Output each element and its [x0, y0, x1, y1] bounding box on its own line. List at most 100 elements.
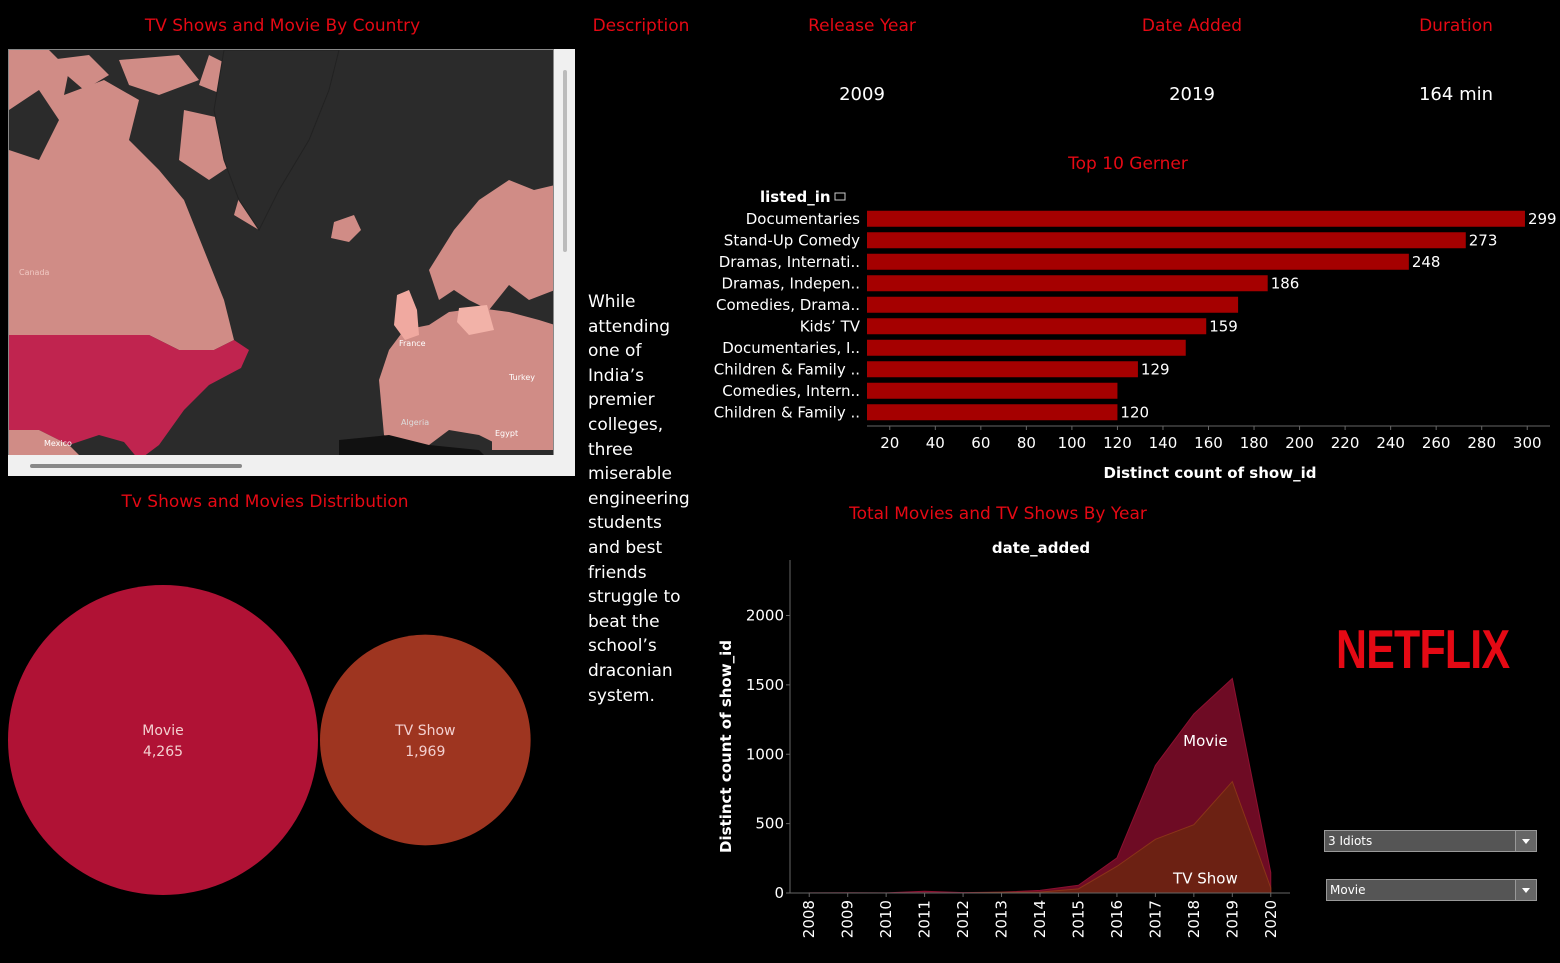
- bubble-movie: [8, 585, 318, 895]
- genre-bar: [867, 318, 1207, 335]
- year-x-tick-label: 2019: [1223, 900, 1241, 938]
- genre-bar: [867, 210, 1525, 227]
- genre-x-tick-label: 280: [1467, 434, 1496, 452]
- title-filter-value: 3 Idiots: [1328, 834, 1373, 848]
- genre-value-label: 120: [1120, 403, 1149, 421]
- title-filter-dropdown[interactable]: 3 Idiots: [1324, 830, 1537, 852]
- genre-axis-title: listed_in: [760, 188, 831, 206]
- genre-value-label: 248: [1412, 253, 1441, 271]
- genre-label: Kids’ TV: [800, 317, 861, 335]
- genre-label: Children & Family ..: [714, 403, 860, 421]
- genre-x-tick-label: 60: [971, 434, 990, 452]
- bubble-label: Movie: [142, 723, 183, 739]
- map-scrollbar-bottom[interactable]: [8, 455, 554, 476]
- map-greenland: [213, 50, 340, 231]
- map-scrollbar-right[interactable]: [554, 49, 575, 476]
- map-uk: [394, 290, 419, 340]
- map-iceland: [331, 215, 361, 242]
- description-text: While attending one of India’s premier c…: [588, 292, 690, 706]
- bubble-value: 4,265: [143, 744, 183, 760]
- year-y-axis-title: Distinct count of show_id: [717, 640, 735, 853]
- year-x-tick-label: 2011: [916, 900, 934, 938]
- map-poland: [457, 305, 494, 335]
- genre-label: Dramas, Internati..: [719, 253, 860, 271]
- genre-label: Comedies, Intern..: [722, 382, 860, 400]
- year-x-axis-title: date_added: [992, 539, 1090, 557]
- year-y-tick-label: 2000: [746, 607, 784, 625]
- genre-bar: [867, 296, 1239, 313]
- genre-bar: [867, 339, 1186, 356]
- genre-chart-title: Top 10 Gerner: [1068, 154, 1188, 174]
- genre-value-label: 186: [1271, 274, 1300, 292]
- svg-text:Canada: Canada: [19, 268, 50, 277]
- chevron-down-icon[interactable]: [1515, 831, 1536, 851]
- type-filter-dropdown[interactable]: Movie: [1326, 879, 1537, 901]
- date-added-value: 2019: [1169, 84, 1215, 105]
- genre-bar: [867, 253, 1409, 270]
- type-filter-value: Movie: [1330, 883, 1366, 897]
- chevron-down-icon[interactable]: [1515, 880, 1536, 900]
- year-x-tick-label: 2012: [954, 900, 972, 938]
- genre-value-label: 129: [1141, 360, 1170, 378]
- distribution-title: Tv Shows and Movies Distribution: [121, 492, 409, 512]
- year-x-tick-label: 2009: [839, 900, 857, 938]
- map-scandinavia: [429, 180, 553, 310]
- release-year-title: Release Year: [808, 16, 916, 36]
- genre-x-tick-label: 220: [1331, 434, 1360, 452]
- genre-bar: [867, 361, 1138, 378]
- year-y-tick-label: 0: [774, 884, 784, 902]
- genre-x-tick-label: 180: [1240, 434, 1269, 452]
- year-chart-title: Total Movies and TV Shows By Year: [849, 504, 1147, 524]
- map-scroll-thumb-horizontal[interactable]: [30, 464, 242, 468]
- duration-value: 164 min: [1418, 84, 1494, 105]
- genre-bar: [867, 404, 1118, 421]
- genre-label: Comedies, Drama..: [716, 296, 860, 314]
- bubble-tv-show: [320, 634, 531, 846]
- svg-text:Egypt: Egypt: [495, 429, 518, 438]
- genre-x-tick-label: 120: [1103, 434, 1132, 452]
- genre-label: Documentaries, I..: [722, 339, 860, 357]
- genre-value-label: 299: [1528, 210, 1557, 228]
- genre-label: Stand-Up Comedy: [724, 231, 860, 249]
- genre-x-tick-label: 20: [880, 434, 899, 452]
- bubble-value: 1,969: [405, 744, 445, 760]
- year-x-tick-label: 2013: [993, 900, 1011, 938]
- year-x-tick-label: 2010: [877, 900, 895, 938]
- year-x-tick-label: 2017: [1146, 900, 1164, 938]
- duration-title: Duration: [1419, 16, 1493, 36]
- map-title: TV Shows and Movie By Country: [144, 16, 421, 36]
- year-x-tick-label: 2014: [1031, 900, 1049, 938]
- description-title: Description: [592, 16, 690, 36]
- genre-bar: [867, 382, 1118, 399]
- year-y-tick-label: 1500: [746, 676, 784, 694]
- genre-value-label: 273: [1469, 231, 1498, 249]
- release-year-value: 2009: [839, 84, 885, 105]
- genre-x-tick-label: 80: [1017, 434, 1036, 452]
- genre-bar: [867, 232, 1466, 249]
- year-x-tick-label: 2008: [800, 900, 818, 938]
- genre-x-tick-label: 140: [1149, 434, 1178, 452]
- svg-text:Algeria: Algeria: [401, 418, 429, 427]
- genre-x-axis-title: Distinct count of show_id: [1104, 464, 1317, 482]
- map-usa: [9, 335, 249, 460]
- genre-x-tick-label: 200: [1285, 434, 1314, 452]
- year-x-tick-label: 2016: [1108, 900, 1126, 938]
- genre-x-tick-label: 300: [1513, 434, 1542, 452]
- series-label-movie: Movie: [1183, 732, 1227, 750]
- genre-x-tick-label: 260: [1422, 434, 1451, 452]
- svg-text:Mexico: Mexico: [44, 439, 72, 448]
- map-scroll-thumb-vertical[interactable]: [563, 70, 567, 252]
- year-x-tick-label: 2015: [1069, 900, 1087, 938]
- year-x-tick-label: 2018: [1185, 900, 1203, 938]
- year-x-tick-label: 2020: [1262, 900, 1280, 938]
- country-map[interactable]: Canada Algeria Egypt France Turkey Mexic…: [8, 49, 554, 476]
- map-europe: [379, 308, 553, 450]
- genre-x-tick-label: 100: [1058, 434, 1087, 452]
- genre-x-tick-label: 160: [1194, 434, 1223, 452]
- year-area-chart: date_added Movie TV Show 0 500 1000 1500 2000 20…: [717, 539, 1290, 938]
- netflix-logo: NETFLIX: [1336, 618, 1510, 680]
- svg-text:Turkey: Turkey: [508, 373, 535, 382]
- map-egypt: [492, 425, 534, 450]
- distribution-bubble-chart: Movie 4,265 TV Show 1,969: [8, 585, 531, 895]
- genre-label: Documentaries: [746, 210, 860, 228]
